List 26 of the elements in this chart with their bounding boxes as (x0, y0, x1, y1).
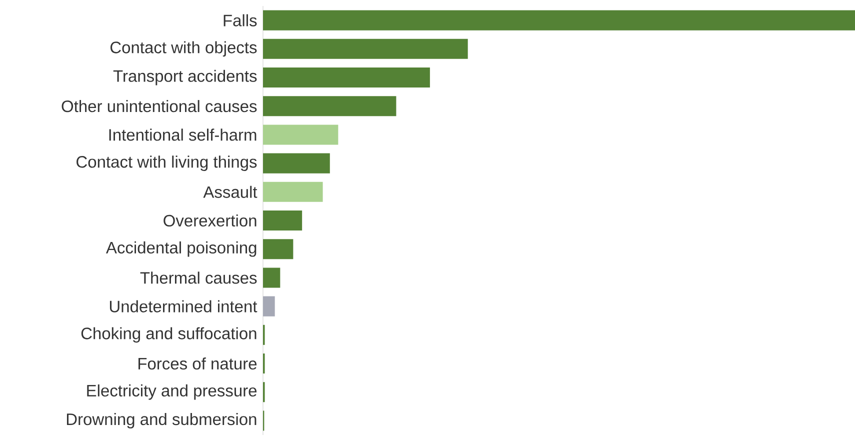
y-tick-label: Assault (203, 186, 258, 198)
bar (262, 153, 330, 174)
bar (262, 182, 323, 202)
y-tick-label: Intentional self-harm (109, 128, 256, 141)
bar (262, 210, 302, 231)
y-tick-label: Forces of nature (138, 357, 257, 370)
bar (262, 124, 338, 145)
bar (262, 239, 294, 260)
bar (262, 296, 275, 316)
y-tick-label: Undetermined intent (110, 300, 258, 312)
y-tick-label: Drowning and submersion (66, 413, 256, 428)
bar (262, 38, 468, 59)
y-tick-label: Accidental poisoning (106, 241, 256, 257)
y-tick-label: Electricity and pressure (87, 384, 257, 400)
y-tick-label: Falls (224, 14, 257, 26)
y-tick-label: Choking and suffocation (81, 327, 256, 343)
bar (262, 67, 430, 88)
y-tick-label: Contact with living things (76, 156, 257, 171)
bar (262, 10, 855, 30)
y-tick-label: Other unintentional causes (62, 100, 257, 112)
bar (262, 96, 396, 116)
y-tick-label: Contact with objects (110, 41, 257, 57)
y-tick-label: Overexertion (164, 214, 256, 227)
y-tick-label: Transport accidents (113, 70, 257, 86)
y-tick-label: Thermal causes (140, 272, 257, 284)
bar (262, 268, 280, 288)
